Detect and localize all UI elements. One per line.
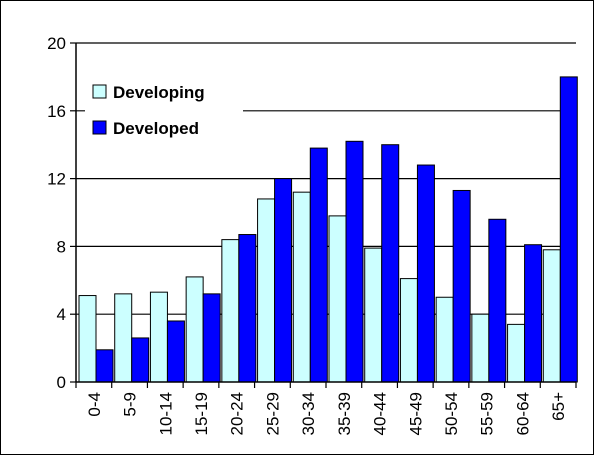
bars bbox=[78, 76, 578, 383]
bar-developing-5-9 bbox=[114, 293, 133, 383]
y-tick-label: 20 bbox=[47, 34, 66, 53]
bar-developed-40-44 bbox=[381, 144, 400, 383]
bar-developed-0-4 bbox=[95, 349, 114, 383]
legend-swatch-developing bbox=[92, 84, 107, 99]
x-tick-label: 10-14 bbox=[156, 392, 175, 435]
x-tick-label: 5-9 bbox=[121, 392, 140, 417]
bar-developing-60-64 bbox=[507, 323, 526, 383]
bar-developing-40-44 bbox=[364, 247, 383, 383]
bar-developed-65+ bbox=[559, 76, 578, 383]
bar-developing-65+ bbox=[542, 249, 561, 383]
y-tick-labels: 0 4 8 12 16 20 bbox=[47, 34, 66, 392]
bar-developing-0-4 bbox=[78, 295, 97, 383]
legend: Developing Developed bbox=[85, 71, 243, 153]
legend-label-developing: Developing bbox=[113, 83, 205, 102]
bar-developed-10-14 bbox=[166, 320, 185, 383]
x-tick-labels: 0-4 5-9 10-14 15-19 20-24 25-29 30-34 35-39 40-4… bbox=[85, 392, 568, 436]
legend-label-developed: Developed bbox=[113, 119, 199, 138]
bar-developed-30-34 bbox=[309, 147, 328, 383]
x-tick-label: 55-59 bbox=[478, 392, 497, 435]
bar-developing-15-19 bbox=[185, 276, 204, 383]
y-tick-label: 0 bbox=[57, 373, 66, 392]
bar-developed-45-49 bbox=[416, 164, 435, 383]
bar-developed-50-54 bbox=[452, 189, 471, 383]
x-tick-label: 0-4 bbox=[85, 392, 104, 417]
x-tick-label: 40-44 bbox=[371, 392, 390, 435]
bar-developing-30-34 bbox=[292, 191, 311, 383]
bar-developed-60-64 bbox=[524, 244, 543, 383]
bar-developed-20-24 bbox=[238, 234, 257, 383]
bar-developed-25-29 bbox=[274, 178, 293, 383]
legend-box bbox=[85, 71, 243, 153]
bar-developed-15-19 bbox=[202, 293, 221, 383]
bar-developing-35-39 bbox=[328, 215, 347, 383]
bar-developed-35-39 bbox=[345, 140, 364, 383]
bar-developing-20-24 bbox=[221, 239, 240, 383]
y-tick-label: 8 bbox=[57, 237, 66, 256]
x-tick-label: 25-29 bbox=[263, 392, 282, 435]
x-tick-label: 15-19 bbox=[192, 392, 211, 435]
bar-developing-55-59 bbox=[471, 313, 490, 383]
axes bbox=[70, 42, 577, 388]
legend-swatch-developed bbox=[92, 120, 107, 135]
x-tick-label: 30-34 bbox=[299, 392, 318, 435]
x-tick-label: 35-39 bbox=[335, 392, 354, 435]
bar-developing-10-14 bbox=[149, 291, 168, 383]
x-tick-label: 50-54 bbox=[442, 392, 461, 435]
x-tick-label: 45-49 bbox=[406, 392, 425, 435]
bar-developing-45-49 bbox=[399, 278, 418, 383]
bar-developed-5-9 bbox=[131, 337, 150, 383]
x-tick-label: 20-24 bbox=[228, 392, 247, 435]
bar-developing-25-29 bbox=[257, 198, 276, 383]
bar-developed-55-59 bbox=[488, 218, 507, 383]
y-tick-label: 4 bbox=[57, 305, 66, 324]
x-tick-label: 60-64 bbox=[513, 392, 532, 435]
bar-developing-50-54 bbox=[435, 296, 454, 383]
y-tick-label: 12 bbox=[47, 170, 66, 189]
x-tick-label: 65+ bbox=[549, 392, 568, 421]
y-tick-label: 16 bbox=[47, 102, 66, 121]
